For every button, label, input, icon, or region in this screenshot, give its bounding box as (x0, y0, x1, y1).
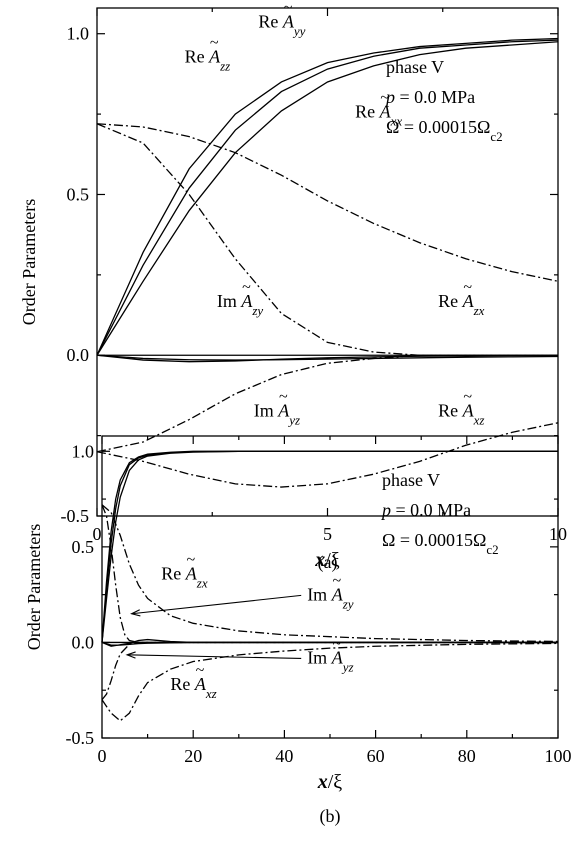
y-tick-label: -0.5 (66, 728, 95, 748)
curve-label-re-zz: Re Azz (185, 47, 231, 74)
x-tick-label: 0 (98, 746, 107, 766)
y-tick-label: 0.5 (72, 537, 95, 557)
y-axis-label: Order Parameters (19, 199, 39, 325)
series-reyy-line (97, 39, 558, 356)
tilde-accent: ~ (284, 0, 293, 16)
panel-b: -0.5 0.0 0.5 1.0 0 20 40 60 80 100 x/ξ Order Parame… (24, 436, 572, 827)
tilde-accent: ~ (380, 89, 389, 106)
panel-label: (b) (320, 806, 341, 827)
x-tick-label: 100 (545, 746, 572, 766)
series-rexz-line (97, 423, 558, 487)
y-tick-label: 0.5 (67, 184, 90, 204)
curve-label-re-xz: Re Axz (438, 400, 484, 427)
tilde-accent: ~ (187, 551, 196, 568)
curve-label-im-yz: Im Ayz (254, 400, 300, 427)
tilde-accent: ~ (463, 388, 472, 405)
x-tick-label: 40 (275, 746, 293, 766)
panel-label: (a) (318, 552, 338, 573)
series-imzy-line (97, 124, 558, 355)
plot-frame (97, 8, 558, 516)
annotation-arrow (127, 655, 301, 659)
curve-label-re-zx: Re Azx (438, 291, 485, 318)
tilde-accent: ~ (210, 35, 219, 52)
info-line: p = 0.0 MPa (384, 87, 475, 107)
info-line: Ω = 0.00015Ωc2 (386, 117, 503, 144)
info-line: Ω = 0.00015Ωc2 (382, 530, 499, 557)
info-line: p = 0.0 MPa (380, 500, 471, 520)
x-tick-label: 80 (458, 746, 476, 766)
tilde-accent: ~ (242, 279, 251, 296)
x-tick-label: 20 (184, 746, 202, 766)
x-axis-label: x/ξ (317, 771, 343, 793)
curve-label-im-zy: Im Azy (307, 584, 354, 611)
y-tick-label: -0.5 (61, 506, 90, 526)
curve-label-im-zy: Im Azy (217, 291, 264, 318)
tilde-accent: ~ (463, 279, 472, 296)
tilde-accent: ~ (196, 662, 205, 679)
y-tick-label: 0.0 (67, 345, 90, 365)
series-rexx-line (97, 42, 558, 355)
series-rezz-line (97, 40, 558, 355)
series-rezx-line (97, 124, 558, 282)
tilde-accent: ~ (332, 572, 341, 589)
curve-label-re-yy: Re Ayy (258, 11, 305, 37)
curve-label-im-yz: Im Ayz (307, 647, 353, 674)
y-tick-label: 0.0 (72, 632, 95, 652)
x-tick-label: 60 (367, 746, 385, 766)
annotation-arrow (132, 595, 302, 613)
tilde-accent: ~ (279, 388, 288, 405)
tilde-accent: ~ (332, 635, 341, 652)
series-small-component-line (102, 642, 558, 645)
series-imyz-line (97, 355, 558, 451)
curve-label-re-xz: Re Axz (170, 674, 216, 701)
y-tick-label: 1.0 (72, 441, 95, 461)
info-line: phase V (382, 470, 440, 490)
info-line: phase V (386, 57, 444, 77)
y-axis-label: Order Parameters (24, 524, 44, 650)
curve-label-re-zx: Re Azx (161, 563, 208, 590)
x-tick-label: 5 (323, 524, 332, 544)
y-tick-label: 1.0 (67, 24, 90, 44)
